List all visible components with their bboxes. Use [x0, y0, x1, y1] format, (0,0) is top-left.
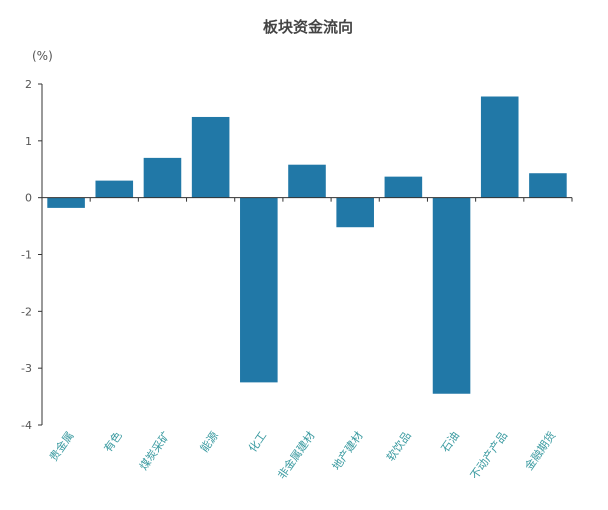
- x-tick-label: 有色: [101, 429, 125, 455]
- x-tick-label: 非金属建材: [274, 429, 317, 482]
- x-tick-label: 软饮品: [383, 429, 413, 464]
- bars-group: [47, 96, 567, 394]
- y-axis-ticks: 2 1 0 -1 -2 -3 -4: [21, 78, 42, 432]
- y-tick-label: -1: [21, 249, 32, 262]
- y-tick-label: -3: [21, 362, 32, 375]
- bar: [336, 197, 374, 228]
- x-tick-label: 煤炭采矿: [137, 429, 173, 472]
- x-tick-label: 地产建材: [329, 429, 366, 473]
- bar: [384, 176, 423, 198]
- x-axis-ticks: 贵金属 有色 煤炭采矿 能源 化工 非金属建材 地产建材 软饮品 石油 不动产产品 金融期货: [46, 197, 573, 482]
- x-tick-label: 石油: [438, 429, 462, 455]
- y-tick-label: 1: [25, 135, 32, 148]
- bar: [529, 173, 567, 198]
- bar: [95, 180, 134, 198]
- x-tick-label: 能源: [197, 429, 221, 455]
- chart-title: 板块资金流向: [263, 18, 353, 36]
- y-tick-label: -2: [21, 305, 32, 318]
- y-axis-unit-label: (%): [32, 49, 53, 63]
- x-tick-label: 贵金属: [46, 429, 76, 464]
- bar: [480, 96, 519, 198]
- bar: [191, 116, 230, 198]
- y-tick-label: 0: [25, 192, 32, 205]
- y-tick-label: 2: [25, 78, 32, 91]
- bar: [143, 157, 182, 198]
- bar: [240, 197, 278, 383]
- x-tick-label: 不动产产品: [467, 429, 510, 482]
- x-tick-label: 化工: [245, 429, 269, 455]
- bar: [432, 197, 471, 394]
- y-tick-label: -4: [21, 419, 32, 432]
- x-tick-label: 金融期货: [522, 429, 559, 473]
- bar: [47, 197, 85, 208]
- bar: [288, 164, 326, 198]
